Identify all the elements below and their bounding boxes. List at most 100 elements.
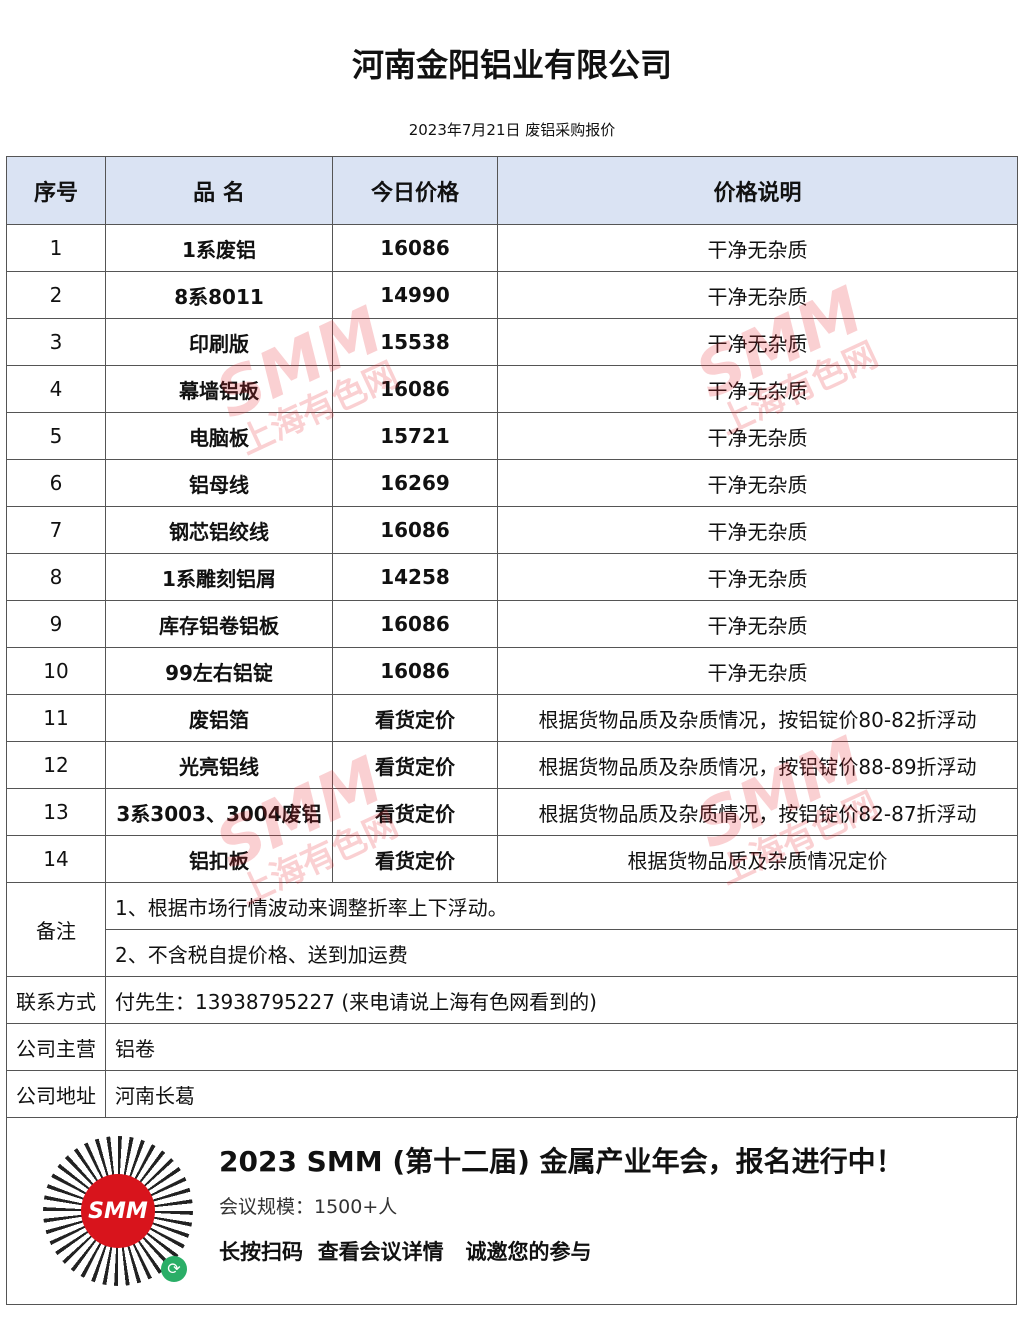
row-note: 干净无杂质 <box>497 271 1018 319</box>
info-label: 公司主营 <box>6 1023 106 1071</box>
conference-banner: SMM ⟳ 2023 SMM (第十二届) 金属产业年会，报名进行中！ 会议规模… <box>6 1116 1017 1305</box>
row-price: 14990 <box>332 271 498 319</box>
row-price: 16086 <box>332 647 498 695</box>
row-note: 干净无杂质 <box>497 647 1018 695</box>
table-row: 14 铝扣板 看货定价 根据货物品质及杂质情况定价 <box>6 835 1018 883</box>
info-value: 铝卷 <box>105 1023 1018 1071</box>
table-row: 10 99左右铝锭 16086 干净无杂质 <box>6 647 1018 695</box>
row-no: 6 <box>6 459 106 507</box>
row-price: 16086 <box>332 600 498 648</box>
banner-scale: 会议规模：1500+人 <box>219 1196 398 1218</box>
info-label: 公司地址 <box>6 1070 106 1118</box>
remark-row: 备注 1、根据市场行情波动来调整折率上下浮动。 <box>6 882 1018 977</box>
price-table: 序号 品 名 今日价格 价格说明 1 1系废铝 16086 干净无杂质 2 8系8011 1… <box>6 156 1018 1118</box>
row-name: 废铝箔 <box>105 694 333 742</box>
mini-program-icon: ⟳ <box>161 1256 187 1282</box>
row-no: 3 <box>6 318 106 366</box>
row-note: 干净无杂质 <box>497 224 1018 272</box>
header-row: 序号 品 名 今日价格 价格说明 <box>6 156 1018 225</box>
row-no: 4 <box>6 365 106 413</box>
row-no: 14 <box>6 835 106 883</box>
row-no: 11 <box>6 694 106 742</box>
row-no: 9 <box>6 600 106 648</box>
banner-headline: 2023 SMM (第十二届) 金属产业年会，报名进行中！ <box>219 1145 904 1178</box>
table-row: 9 库存铝卷铝板 16086 干净无杂质 <box>6 600 1018 648</box>
row-name: 库存铝卷铝板 <box>105 600 333 648</box>
row-name: 钢芯铝绞线 <box>105 506 333 554</box>
row-no: 13 <box>6 788 106 836</box>
table-row: 13 3系3003、3004废铝 看货定价 根据货物品质及杂质情况，按铝锭价82-87… <box>6 788 1018 836</box>
header-no: 序号 <box>6 156 106 225</box>
table-row: 7 钢芯铝绞线 16086 干净无杂质 <box>6 506 1018 554</box>
business-row: 公司主营 铝卷 <box>6 1023 1018 1071</box>
table-row: 6 铝母线 16269 干净无杂质 <box>6 459 1018 507</box>
row-note: 根据货物品质及杂质情况，按铝锭价88-89折浮动 <box>497 741 1018 789</box>
row-price: 14258 <box>332 553 498 601</box>
qr-code[interactable]: SMM ⟳ <box>43 1136 193 1286</box>
row-note: 干净无杂质 <box>497 600 1018 648</box>
row-note: 干净无杂质 <box>497 412 1018 460</box>
row-name: 铝扣板 <box>105 835 333 883</box>
row-note: 根据货物品质及杂质情况定价 <box>497 835 1018 883</box>
company-title: 河南金阳铝业有限公司 <box>351 46 672 84</box>
table-row: 5 电脑板 15721 干净无杂质 <box>6 412 1018 460</box>
row-note: 干净无杂质 <box>497 365 1018 413</box>
row-name: 1系废铝 <box>105 224 333 272</box>
row-price: 看货定价 <box>332 694 498 742</box>
row-name: 印刷版 <box>105 318 333 366</box>
row-price: 16086 <box>332 224 498 272</box>
row-name: 电脑板 <box>105 412 333 460</box>
table-row: 8 1系雕刻铝屑 14258 干净无杂质 <box>6 553 1018 601</box>
row-note: 干净无杂质 <box>497 459 1018 507</box>
remark-label: 备注 <box>6 882 106 977</box>
row-name: 3系3003、3004废铝 <box>105 788 333 836</box>
info-value: 付先生：13938795227 (来电请说上海有色网看到的) <box>105 976 1018 1024</box>
row-no: 8 <box>6 553 106 601</box>
header-price: 今日价格 <box>332 156 498 225</box>
table-row: 3 印刷版 15538 干净无杂质 <box>6 318 1018 366</box>
contact-row: 联系方式 付先生：13938795227 (来电请说上海有色网看到的) <box>6 976 1018 1024</box>
row-name: 铝母线 <box>105 459 333 507</box>
banner-cta: 长按扫码 查看会议详情 诚邀您的参与 <box>219 1240 592 1264</box>
date-subtitle: 2023年7月21日 废铝采购报价 <box>408 121 616 139</box>
row-price: 看货定价 <box>332 741 498 789</box>
row-price: 16086 <box>332 506 498 554</box>
header-name: 品 名 <box>105 156 333 225</box>
row-no: 5 <box>6 412 106 460</box>
row-no: 10 <box>6 647 106 695</box>
row-price: 16269 <box>332 459 498 507</box>
remark-item: 1、根据市场行情波动来调整折率上下浮动。 <box>105 882 1018 930</box>
row-no: 12 <box>6 741 106 789</box>
row-price: 16086 <box>332 365 498 413</box>
row-no: 1 <box>6 224 106 272</box>
row-name: 99左右铝锭 <box>105 647 333 695</box>
row-price: 看货定价 <box>332 835 498 883</box>
row-name: 8系8011 <box>105 271 333 319</box>
table-row: 12 光亮铝线 看货定价 根据货物品质及杂质情况，按铝锭价88-89折浮动 <box>6 741 1018 789</box>
table-row: 1 1系废铝 16086 干净无杂质 <box>6 224 1018 272</box>
smm-logo: SMM <box>81 1174 155 1248</box>
row-name: 光亮铝线 <box>105 741 333 789</box>
row-price: 15721 <box>332 412 498 460</box>
row-name: 1系雕刻铝屑 <box>105 553 333 601</box>
row-price: 15538 <box>332 318 498 366</box>
remark-row: 2、不含税自提价格、送到加运费 <box>7 929 1018 977</box>
row-note: 根据货物品质及杂质情况，按铝锭价82-87折浮动 <box>497 788 1018 836</box>
row-note: 干净无杂质 <box>497 553 1018 601</box>
table-row: 4 幕墙铝板 16086 干净无杂质 <box>6 365 1018 413</box>
info-label: 联系方式 <box>6 976 106 1024</box>
row-note: 干净无杂质 <box>497 506 1018 554</box>
row-no: 7 <box>6 506 106 554</box>
row-no: 2 <box>6 271 106 319</box>
row-name: 幕墙铝板 <box>105 365 333 413</box>
row-price: 看货定价 <box>332 788 498 836</box>
info-value: 河南长葛 <box>105 1070 1018 1118</box>
header-note: 价格说明 <box>497 156 1018 225</box>
remark-item: 2、不含税自提价格、送到加运费 <box>105 929 1018 977</box>
table-row: 11 废铝箔 看货定价 根据货物品质及杂质情况，按铝锭价80-82折浮动 <box>6 694 1018 742</box>
table-row: 2 8系8011 14990 干净无杂质 <box>6 271 1018 319</box>
address-row: 公司地址 河南长葛 <box>6 1070 1018 1118</box>
row-note: 根据货物品质及杂质情况，按铝锭价80-82折浮动 <box>497 694 1018 742</box>
row-note: 干净无杂质 <box>497 318 1018 366</box>
